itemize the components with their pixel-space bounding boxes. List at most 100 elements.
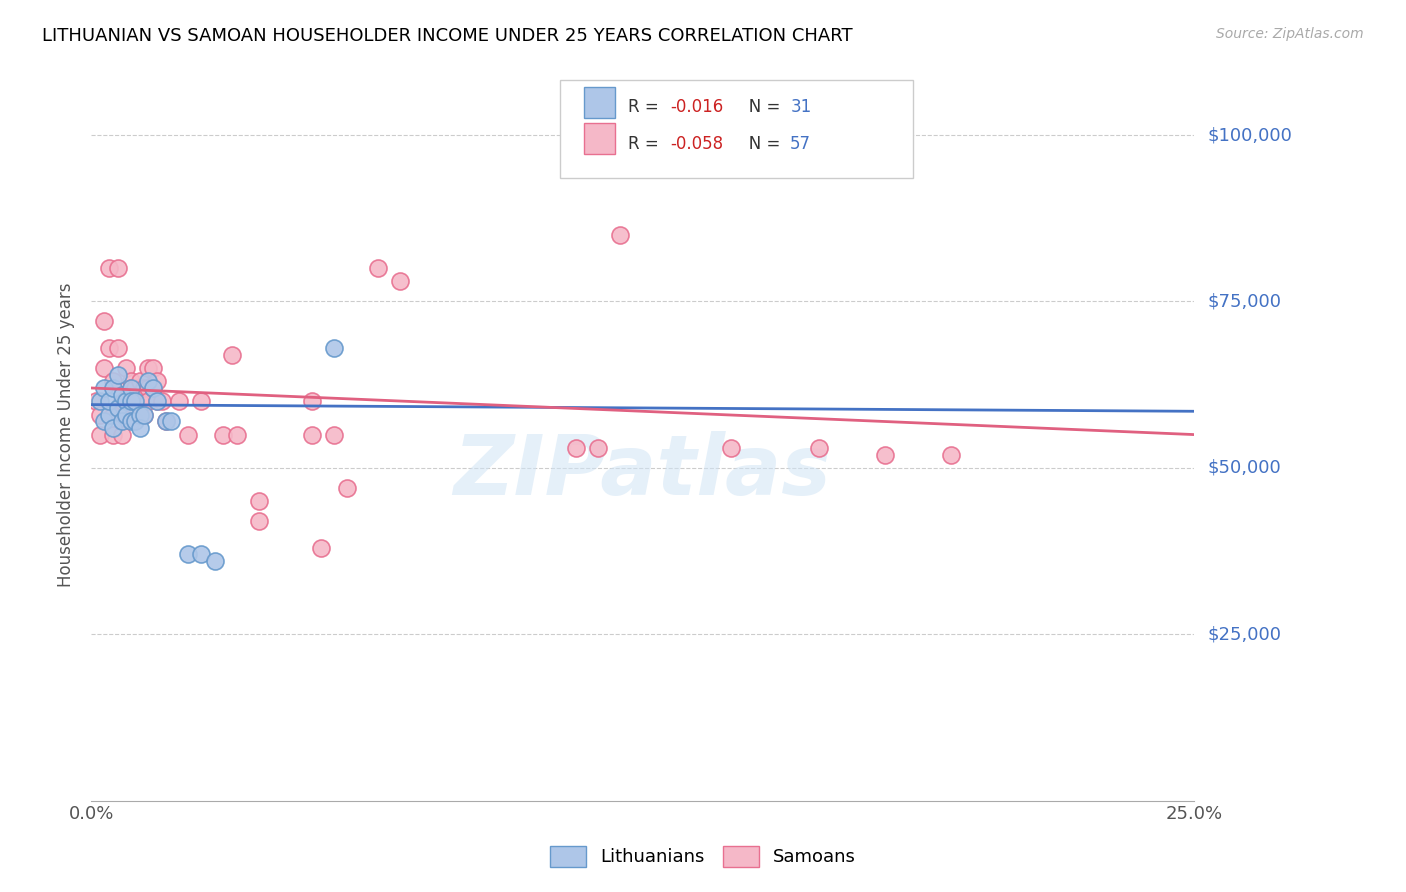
Point [190,394,212,409]
Point [111,394,134,409]
Point [107,368,129,382]
Point [225,427,247,442]
Point [132,408,155,422]
Text: -0.058: -0.058 [671,135,723,153]
Text: $25,000: $25,000 [1208,625,1282,643]
FancyBboxPatch shape [583,123,614,154]
Point [97,261,120,276]
Point [115,408,138,422]
Point [388,275,411,289]
Point [89,394,111,409]
Point [111,414,134,428]
Point [93,381,115,395]
Text: ZIPatlas: ZIPatlas [454,431,831,512]
Point [565,441,588,455]
FancyBboxPatch shape [583,87,614,118]
Point [177,547,200,561]
Point [142,381,165,395]
Point [93,314,115,328]
Point [146,374,169,388]
Point [93,414,115,428]
Point [89,427,111,442]
Text: R =: R = [628,135,664,153]
Text: $50,000: $50,000 [1208,458,1281,477]
Point [301,427,323,442]
Point [609,227,631,242]
Point [120,414,142,428]
Point [120,374,142,388]
Point [93,361,115,376]
Point [336,481,359,495]
Point [115,361,138,376]
Point [128,394,150,409]
Point [120,381,142,395]
Text: N =: N = [733,135,786,153]
Point [89,408,111,422]
Point [132,408,155,422]
Point [247,494,270,508]
Point [120,381,142,395]
Text: LITHUANIAN VS SAMOAN HOUSEHOLDER INCOME UNDER 25 YEARS CORRELATION CHART: LITHUANIAN VS SAMOAN HOUSEHOLDER INCOME … [42,27,853,45]
Point [720,441,742,455]
Point [124,401,146,415]
Point [115,394,138,409]
Point [128,374,150,388]
Y-axis label: Householder Income Under 25 years: Householder Income Under 25 years [58,283,75,587]
Point [107,261,129,276]
Text: 31: 31 [790,98,811,116]
Point [142,361,165,376]
Point [322,427,344,442]
Point [204,554,226,568]
Point [124,414,146,428]
Point [159,414,181,428]
Point [97,341,120,355]
Text: Source: ZipAtlas.com: Source: ZipAtlas.com [1216,27,1364,41]
Point [103,381,125,395]
Point [107,341,129,355]
Point [146,394,169,409]
Point [138,374,160,388]
Point [150,394,173,409]
Point [128,408,150,422]
Text: -0.016: -0.016 [671,98,723,116]
Point [155,414,177,428]
Text: N =: N = [733,98,786,116]
Point [301,394,323,409]
Point [103,427,125,442]
Text: $100,000: $100,000 [1208,126,1292,145]
Point [128,421,150,435]
Point [103,421,125,435]
Point [115,408,138,422]
Point [177,427,200,442]
Point [941,448,963,462]
Point [138,394,160,409]
Point [322,341,344,355]
Point [588,148,610,162]
Point [124,394,146,409]
Point [221,348,243,362]
Point [97,394,120,409]
Point [247,514,270,528]
FancyBboxPatch shape [560,79,912,178]
Point [111,427,134,442]
Point [169,394,191,409]
Text: $75,000: $75,000 [1208,293,1282,310]
Legend: Lithuanians, Samoans: Lithuanians, Samoans [543,838,863,874]
Point [97,408,120,422]
Point [103,374,125,388]
Point [212,427,235,442]
Point [367,261,389,276]
Point [84,394,107,409]
Point [111,414,134,428]
Point [142,381,165,395]
Point [111,387,134,401]
Point [120,394,142,409]
Text: R =: R = [628,98,664,116]
Point [103,408,125,422]
Point [132,381,155,395]
Point [138,361,160,376]
Point [873,448,896,462]
Point [807,441,830,455]
Point [190,547,212,561]
Point [107,401,129,415]
